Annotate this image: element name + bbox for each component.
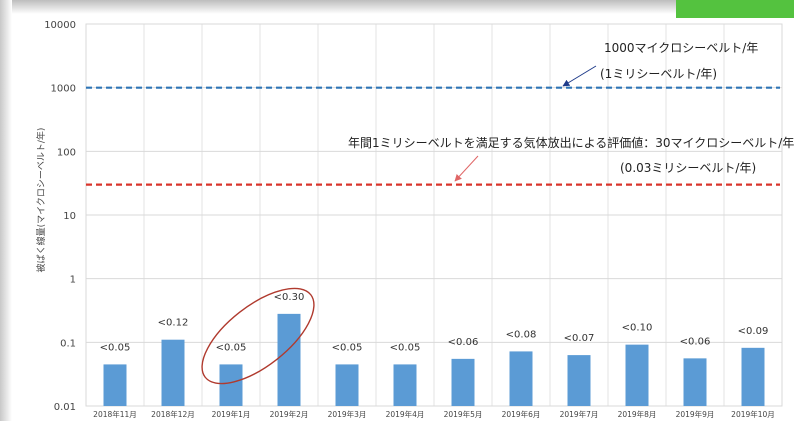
category-label: 2019年5月 bbox=[444, 409, 483, 419]
category-label: 2019年10月 bbox=[731, 409, 775, 419]
category-label: 2019年9月 bbox=[676, 409, 715, 419]
blue-annotation-line1: 1000マイクロシーベルト/年 bbox=[604, 41, 758, 55]
y-tick-label: 100 bbox=[57, 147, 76, 158]
blue-annotation-arrow bbox=[562, 65, 597, 87]
data-label: <0.12 bbox=[158, 318, 189, 329]
bar bbox=[451, 358, 475, 406]
bar bbox=[103, 364, 127, 406]
category-label: 2019年2月 bbox=[270, 409, 309, 419]
highlight-ellipse bbox=[201, 287, 315, 385]
data-label: <0.06 bbox=[448, 337, 479, 348]
category-label: 2018年11月 bbox=[93, 409, 137, 419]
data-label: <0.05 bbox=[216, 342, 247, 353]
top-shadow bbox=[0, 0, 794, 14]
data-label: <0.05 bbox=[332, 342, 363, 353]
category-label: 2019年4月 bbox=[386, 409, 425, 419]
bar bbox=[741, 347, 765, 406]
y-tick-label: 0.1 bbox=[60, 338, 76, 349]
bars bbox=[103, 313, 765, 406]
y-tick-label: 0.01 bbox=[54, 402, 76, 413]
red-annotation-line1: 年間1ミリシーベルトを満足する気体放出による評価値：30マイクロシーベルト/年 bbox=[348, 135, 794, 150]
data-label: <0.06 bbox=[680, 336, 711, 347]
bar bbox=[393, 364, 417, 406]
y-tick-label: 1 bbox=[70, 275, 76, 286]
red-annotation-arrow bbox=[454, 155, 479, 182]
data-label: <0.07 bbox=[564, 333, 595, 344]
category-label: 2019年3月 bbox=[328, 409, 367, 419]
reference-lines bbox=[86, 86, 780, 186]
category-label: 2019年6月 bbox=[502, 409, 541, 419]
left-shadow bbox=[0, 0, 12, 421]
bar bbox=[277, 313, 301, 406]
category-label: 2019年7月 bbox=[560, 409, 599, 419]
bar bbox=[625, 344, 649, 406]
bar bbox=[509, 351, 533, 406]
bar bbox=[683, 358, 707, 406]
bar bbox=[567, 355, 591, 406]
y-tick-label: 10 bbox=[63, 211, 76, 222]
data-label: <0.08 bbox=[506, 329, 537, 340]
corner-badge bbox=[676, 0, 794, 18]
category-label: 2019年1月 bbox=[212, 409, 251, 419]
y-tick-label: 1000 bbox=[51, 84, 76, 95]
blue-annotation-line2: (1ミリシーベルト/年) bbox=[600, 67, 717, 81]
data-label: <0.05 bbox=[390, 342, 421, 353]
red-annotation-line2: (0.03ミリシーベルト/年) bbox=[620, 161, 756, 175]
data-label: <0.09 bbox=[738, 326, 769, 337]
data-label: <0.10 bbox=[622, 323, 653, 334]
y-axis-label: 被ばく線量(マイクロシーベルト/年) bbox=[35, 128, 47, 273]
data-label: <0.30 bbox=[274, 292, 305, 303]
category-label: 2019年8月 bbox=[618, 409, 657, 419]
bar bbox=[335, 364, 359, 406]
bar bbox=[161, 339, 185, 406]
labels: <0.05 2018年11月 <0.12 2018年12月 <0.05 2019年1月 <0… bbox=[93, 292, 775, 419]
data-label: <0.05 bbox=[100, 342, 131, 353]
bar bbox=[219, 364, 243, 406]
y-tick-label: 10000 bbox=[44, 20, 76, 31]
annotations: 1000マイクロシーベルト/年 (1ミリシーベルト/年) 年間1ミリシーベルトを… bbox=[201, 41, 794, 385]
category-label: 2018年12月 bbox=[151, 409, 195, 419]
